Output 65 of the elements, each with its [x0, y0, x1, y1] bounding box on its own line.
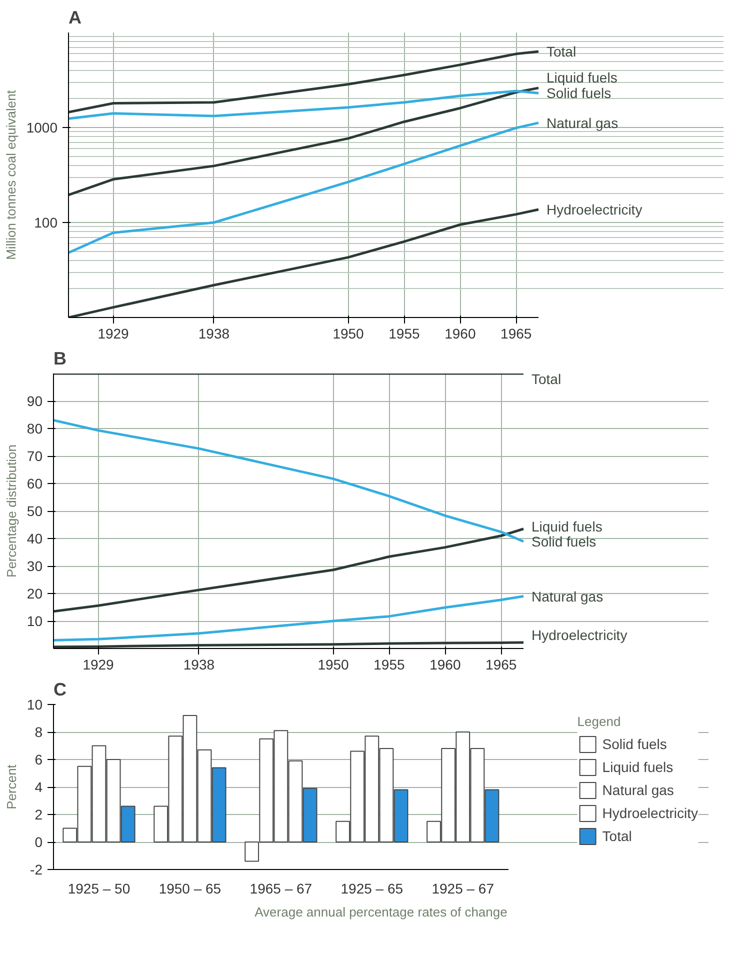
x-tick-label: 1965 — [500, 326, 532, 342]
y-tick-label: 0 — [34, 834, 43, 850]
x-tick-label: 1950 — [332, 326, 364, 342]
series-label: Solid fuels — [546, 85, 612, 102]
y-tick-label: 4 — [34, 779, 43, 795]
legend-label: Solid fuels — [602, 736, 667, 752]
line-series — [68, 90, 540, 120]
legend-label: Natural gas — [602, 782, 674, 798]
line-series — [54, 528, 525, 613]
series-label: Hydroelectricity — [546, 202, 642, 218]
legend-label: Total — [602, 828, 632, 844]
line-series — [68, 86, 540, 196]
x-axis-title: Average annual percentage rates of change — [254, 904, 508, 920]
y-tick-label: 50 — [26, 503, 43, 519]
series-label: Natural gas — [546, 114, 618, 131]
series-label: Total — [532, 371, 562, 387]
y-tick-label: 10 — [26, 696, 43, 712]
legend-title: Legend — [577, 714, 622, 729]
x-tick-label: 1925 – 50 — [68, 880, 130, 896]
x-tick-label: 1938 — [183, 656, 215, 672]
y-tick-label: 60 — [26, 476, 43, 492]
y-axis-title: Percent — [4, 764, 19, 810]
series-label: Total — [546, 43, 576, 60]
x-tick-label: 1955 — [388, 326, 420, 342]
line-series — [68, 122, 540, 254]
y-tick-label: 30 — [26, 558, 43, 574]
series-label: Natural gas — [532, 588, 604, 604]
legend-label: Liquid fuels — [602, 759, 674, 775]
legend-label: Hydroelectricity — [602, 805, 698, 821]
x-tick-label: 1929 — [82, 656, 114, 672]
x-tick-label: 1938 — [198, 326, 230, 342]
x-tick-label: 1960 — [444, 326, 476, 342]
series-label: Liquid fuels — [546, 69, 618, 86]
y-tick-label: -2 — [30, 862, 43, 878]
x-tick-label: 1925 – 67 — [432, 880, 494, 896]
y-tick-label: 80 — [26, 420, 43, 436]
y-tick-label: 20 — [26, 586, 43, 602]
y-tick-label: 8 — [34, 724, 43, 740]
y-axis-title: Million tonnes coal equivalent — [3, 90, 18, 260]
x-tick-label: 1965 – 67 — [250, 880, 312, 896]
series-label: Solid fuels — [532, 534, 596, 550]
y-tick-label: 70 — [26, 448, 43, 464]
x-tick-label: 1950 – 65 — [158, 880, 222, 896]
y-tick-label: 2 — [34, 806, 43, 822]
chart-title: C — [54, 680, 66, 700]
line-series — [54, 419, 525, 543]
x-tick-label: 1965 — [486, 656, 517, 672]
series-label: Hydroelectricity — [532, 626, 628, 643]
y-tick-label: 40 — [26, 530, 43, 546]
line-series — [54, 595, 525, 642]
chart-title: B — [54, 348, 66, 368]
x-tick-label: 1955 — [374, 656, 405, 672]
line-series — [68, 50, 540, 114]
x-tick-label: 1960 — [430, 656, 461, 672]
x-tick-label: 1925 – 65 — [340, 880, 404, 896]
chart-title: A — [68, 8, 82, 28]
y-tick-label: 90 — [26, 393, 43, 409]
series-label: Liquid fuels — [532, 518, 602, 534]
y-tick-label: 6 — [34, 752, 43, 768]
y-tick-label: 10 — [26, 613, 43, 629]
x-tick-label: 1929 — [98, 326, 130, 342]
y-tick-label: 1000 — [26, 120, 58, 136]
y-tick-label: 100 — [34, 214, 58, 230]
y-axis-title: Percentage distribution — [4, 444, 19, 578]
x-tick-label: 1950 — [318, 656, 350, 672]
